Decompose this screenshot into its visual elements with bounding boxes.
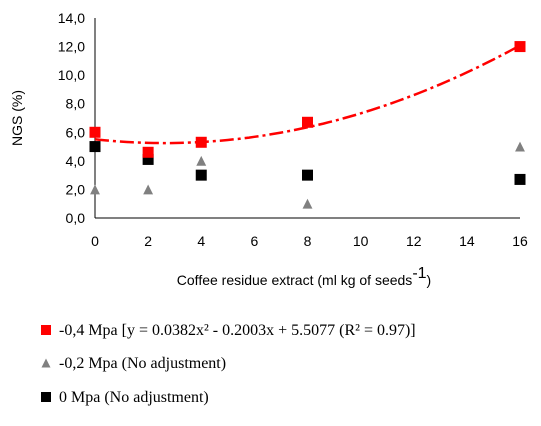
x-tick-label: 10	[353, 233, 369, 249]
data-point	[142, 146, 154, 158]
data-point	[195, 169, 207, 181]
legend-marker	[41, 358, 51, 368]
data-points	[89, 41, 526, 209]
legend-label: 0 Mpa (No adjustment)	[59, 389, 209, 406]
x-tick-label: 6	[250, 233, 258, 249]
y-tick-label: 12,0	[58, 39, 85, 55]
y-tick-label: 0,0	[66, 210, 86, 226]
y-tick-label: 6,0	[66, 124, 86, 140]
x-tick-label: 14	[459, 233, 475, 249]
data-point	[196, 155, 207, 166]
data-point	[302, 169, 313, 181]
trendline-group	[94, 44, 521, 145]
legend-label: -0,2 Mpa (No adjustment)	[59, 355, 226, 372]
legend-marker	[41, 392, 51, 402]
x-tick-label: 4	[197, 233, 205, 249]
data-point	[89, 141, 101, 153]
y-tick-label: 8,0	[66, 96, 86, 112]
y-tick-label: 4,0	[66, 153, 86, 169]
legend-marker	[41, 325, 51, 335]
x-tick-label: 0	[91, 233, 99, 249]
x-tick-label: 2	[144, 233, 152, 249]
y-tick-label: 2,0	[66, 181, 86, 197]
data-point	[89, 126, 101, 138]
legend: -0,4 Mpa [y = 0.0382x² - 0.2003x + 5.507…	[41, 322, 416, 406]
data-point	[90, 184, 100, 195]
y-axis-title: NGS (%)	[9, 90, 25, 146]
data-point	[515, 141, 525, 152]
x-axis-title-superscript: -1	[412, 265, 426, 282]
data-point	[195, 136, 207, 148]
data-point	[302, 116, 313, 128]
x-tick-labels: 0 2 4 6 8 10 12 14 16	[91, 233, 528, 249]
x-tick-label: 16	[512, 233, 528, 249]
x-axis-title-suffix: )	[427, 272, 432, 288]
x-axis-title-main: Coffee residue extract (ml kg of seeds	[177, 272, 413, 288]
trendline	[94, 44, 521, 145]
x-tick-label: 8	[304, 233, 312, 249]
x-axis-title: Coffee residue extract (ml kg of seeds-1…	[177, 265, 431, 288]
y-tick-labels: 0,0 2,0 4,0 6,0 8,0 10,0 12,0 14,0	[58, 10, 85, 226]
legend-label: -0,4 Mpa [y = 0.0382x² - 0.2003x + 5.507…	[59, 322, 416, 339]
data-point	[143, 184, 154, 195]
y-tick-label: 10,0	[58, 67, 85, 83]
data-point	[514, 173, 526, 185]
data-point	[514, 41, 526, 53]
y-tick-label: 14,0	[58, 10, 85, 26]
data-point	[302, 198, 313, 209]
data-point	[142, 153, 154, 165]
x-tick-label: 12	[406, 233, 422, 249]
